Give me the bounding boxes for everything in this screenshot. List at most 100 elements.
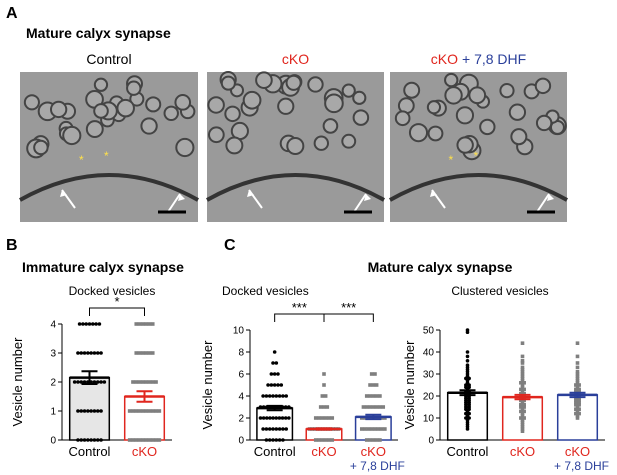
data-point <box>86 409 90 413</box>
vesicle <box>499 83 515 99</box>
bar <box>123 395 166 441</box>
vesicle <box>140 117 158 135</box>
error-bar <box>316 427 332 431</box>
vesicle <box>224 105 241 123</box>
data-point <box>99 351 103 355</box>
data-point <box>378 394 382 398</box>
data-point <box>284 427 289 431</box>
data-point <box>267 394 272 398</box>
data-point <box>320 438 325 442</box>
data-point <box>267 427 272 431</box>
vesicle <box>322 118 339 134</box>
data-point <box>99 409 103 413</box>
data-point <box>522 387 526 392</box>
y-tick-label: 4 <box>50 320 56 331</box>
data-point <box>317 416 321 420</box>
data-point <box>519 409 523 414</box>
data-point <box>313 438 318 442</box>
data-point <box>520 385 525 389</box>
data-point <box>577 403 581 407</box>
vesicle <box>116 98 135 118</box>
vesicle <box>242 90 262 110</box>
y-tick-label: 40 <box>423 348 435 359</box>
data-point <box>150 409 155 413</box>
y-tick-label: 3 <box>50 349 56 360</box>
chart-title: Docked vesicles <box>69 284 156 298</box>
data-point <box>76 351 80 355</box>
data-point <box>520 359 525 363</box>
data-point <box>154 409 158 413</box>
data-point <box>141 322 145 326</box>
data-point <box>383 427 387 431</box>
data-point <box>92 409 97 413</box>
data-point <box>520 400 525 405</box>
x-tick-label: cKO <box>311 444 336 459</box>
data-point <box>269 383 274 387</box>
data-point <box>519 392 523 396</box>
data-point <box>366 427 371 431</box>
data-point <box>371 394 376 398</box>
data-point <box>79 351 84 355</box>
data-point <box>322 372 326 376</box>
x-tick-label: cKO <box>510 444 535 459</box>
data-point <box>141 409 145 413</box>
vesicle <box>207 96 225 114</box>
y-tick-label: 2 <box>50 378 56 389</box>
y-tick-label: 20 <box>423 392 435 403</box>
x-tick-sublabel: + 7,8 DHF <box>350 459 405 473</box>
image-label-part: Control <box>86 51 131 67</box>
data-point <box>147 322 152 326</box>
data-point <box>364 394 369 398</box>
arrow-head <box>430 190 437 197</box>
data-point <box>330 438 335 442</box>
vesicle <box>163 105 179 122</box>
data-point <box>577 389 581 394</box>
data-point <box>320 416 325 420</box>
error-bar <box>266 404 283 412</box>
data-point <box>277 438 282 442</box>
vesicle <box>62 125 82 146</box>
data-point <box>323 416 328 420</box>
data-point <box>368 405 372 409</box>
data-point <box>95 351 100 355</box>
data-point <box>519 381 523 385</box>
data-point <box>322 383 326 387</box>
data-point <box>520 427 525 431</box>
asterisk: * <box>79 153 84 167</box>
data-point <box>313 416 318 420</box>
vesicle <box>174 94 192 111</box>
image-label-part: + 7,8 DHF <box>462 51 526 67</box>
arrow <box>353 193 367 213</box>
data-point <box>154 438 158 442</box>
data-point <box>271 361 275 365</box>
data-point <box>127 438 132 442</box>
data-point <box>371 405 376 409</box>
data-point <box>79 409 84 413</box>
data-point <box>371 438 376 442</box>
data-point <box>92 351 97 355</box>
data-point <box>76 438 80 442</box>
data-point <box>522 398 526 403</box>
data-point <box>520 420 525 425</box>
y-tick-label: 8 <box>238 348 244 359</box>
data-point <box>519 416 523 420</box>
data-point <box>89 409 93 413</box>
data-point <box>147 351 152 355</box>
data-point <box>147 380 152 384</box>
data-point <box>276 383 280 387</box>
data-point <box>86 438 90 442</box>
em-image <box>20 72 198 222</box>
data-point <box>520 341 525 345</box>
data-point <box>520 429 525 433</box>
data-point <box>137 438 142 442</box>
data-point <box>519 387 523 392</box>
vesicle <box>341 133 357 149</box>
data-point <box>92 380 97 384</box>
data-point <box>274 416 279 420</box>
data-point <box>371 383 376 387</box>
data-point <box>577 398 581 403</box>
vesicle <box>426 100 442 115</box>
data-point <box>261 394 265 398</box>
data-point <box>575 414 580 418</box>
